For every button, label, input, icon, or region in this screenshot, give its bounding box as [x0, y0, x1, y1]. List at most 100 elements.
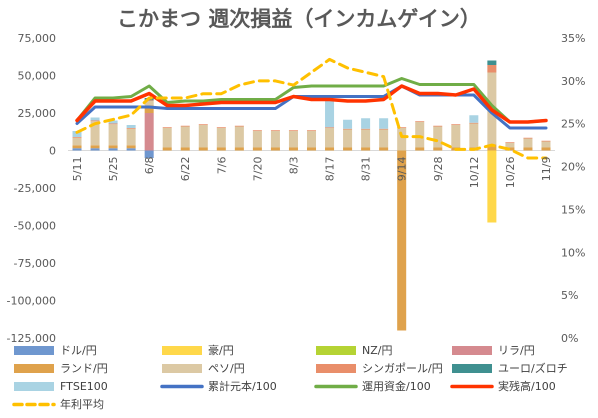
bar [108, 120, 118, 124]
legend-label: 実残高/100 [498, 379, 556, 393]
bar [415, 147, 425, 151]
bar [415, 121, 425, 122]
legend-swatch [162, 364, 202, 373]
bar [288, 147, 298, 151]
bar [505, 143, 515, 148]
legend-swatch [452, 346, 492, 355]
bar [487, 144, 497, 151]
bar [288, 130, 298, 131]
bar [541, 140, 551, 142]
y-right-tick-label: 30% [561, 75, 585, 88]
bar [252, 130, 262, 131]
bar [108, 124, 118, 146]
bar [234, 147, 244, 151]
y-right-tick-label: 10% [561, 246, 585, 259]
bar [325, 98, 335, 128]
x-tick-label: 8/17 [324, 157, 337, 182]
bar [451, 124, 461, 125]
bar [108, 145, 118, 149]
x-tick-label: 5/25 [107, 157, 120, 182]
bar [144, 100, 154, 101]
bar [379, 128, 389, 130]
x-tick-label: 10/12 [468, 157, 481, 189]
bar [72, 137, 82, 138]
y-left-tick-label: -100,000 [7, 295, 56, 308]
legend-swatch [316, 364, 356, 373]
bar [90, 117, 100, 121]
bar [72, 137, 82, 146]
x-tick-label: 7/20 [251, 157, 264, 182]
y-left-tick-label: -50,000 [14, 220, 56, 233]
bar [361, 147, 371, 151]
x-tick-label: 5/11 [71, 157, 84, 182]
bar [361, 118, 371, 129]
bar [306, 147, 317, 151]
bar [234, 125, 244, 127]
y-right-tick-label: 25% [561, 118, 585, 131]
legend-label: ペソ/円 [208, 362, 245, 375]
bar [198, 147, 208, 151]
y-left-tick-label: -125,000 [7, 332, 56, 345]
legend-label: ドル/円 [60, 344, 97, 357]
bar [397, 150, 407, 331]
bar [72, 131, 82, 137]
bar [90, 120, 100, 122]
bar [433, 126, 443, 148]
y-left-tick-label: 0 [49, 145, 56, 158]
bar [379, 118, 389, 129]
legend-swatch [316, 346, 356, 355]
legend-swatch [14, 364, 54, 373]
series-line [75, 77, 548, 124]
legend-label: FTSE100 [60, 380, 108, 393]
y-right-tick-label: 15% [561, 203, 585, 216]
bar [325, 127, 335, 128]
x-tick-label: 6/22 [179, 157, 192, 182]
bar [433, 125, 443, 127]
bar [144, 150, 154, 158]
x-tick-label: 8/3 [287, 156, 300, 174]
bar [180, 147, 190, 151]
bar [343, 128, 353, 130]
x-tick-label: 11/9 [540, 157, 553, 182]
x-tick-label: 6/8 [143, 156, 156, 174]
bar [180, 125, 190, 127]
bar [270, 131, 280, 148]
bar [487, 150, 497, 223]
x-tick-label: 8/31 [360, 157, 373, 182]
legend-label: 累計元本/100 [208, 379, 277, 393]
bar [270, 130, 280, 131]
bar [126, 148, 136, 151]
bar [433, 147, 443, 151]
bar [108, 148, 118, 151]
bar [234, 126, 244, 148]
bar [72, 148, 82, 151]
x-tick-label: 9/14 [396, 157, 409, 182]
y-left-tick-label: 25,000 [18, 107, 57, 120]
bar [451, 125, 461, 148]
bar [415, 122, 425, 148]
bar [252, 147, 262, 151]
legend-label: シンガポール/円 [362, 362, 443, 375]
y-right-tick-label: 20% [561, 161, 585, 174]
bar [343, 129, 353, 148]
bar [126, 145, 136, 149]
y-right-tick-label: 5% [561, 289, 578, 302]
bar [343, 147, 353, 151]
bar [270, 147, 280, 151]
bar [198, 124, 208, 125]
bar [306, 130, 317, 131]
legend-swatch [452, 364, 492, 373]
bar [198, 125, 208, 148]
bar [144, 105, 154, 113]
bar [108, 123, 118, 125]
bar [90, 145, 100, 149]
y-left-tick-label: -25,000 [14, 182, 56, 195]
bar [306, 131, 317, 148]
legend-label: 年利平均 [60, 397, 104, 411]
bar [523, 137, 533, 139]
bar [216, 128, 226, 148]
bar [361, 129, 371, 148]
bar [469, 122, 479, 124]
legend-swatch [162, 346, 202, 355]
